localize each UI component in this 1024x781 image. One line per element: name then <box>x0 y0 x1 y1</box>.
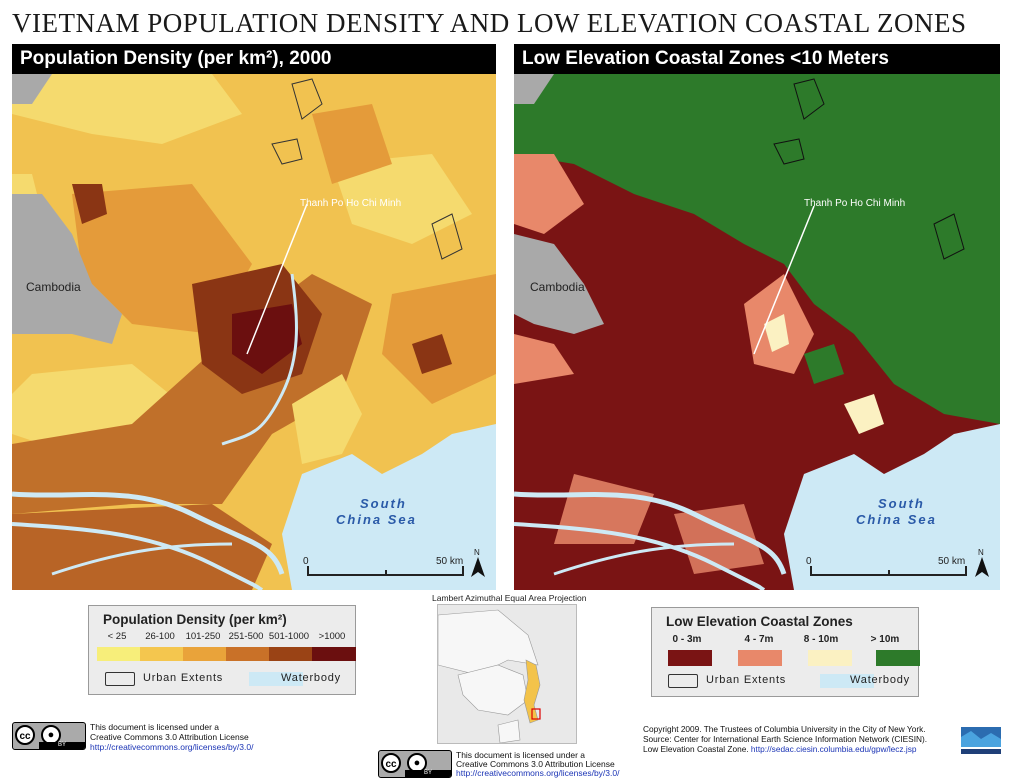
population-density-map <box>12 74 496 590</box>
legend-class-label: 0 - 3m <box>672 634 702 645</box>
locator-inset-map <box>437 604 577 744</box>
country-label-cambodia-right: Cambodia <box>530 280 585 294</box>
sea-label-left-2: China Sea <box>336 512 417 527</box>
legend-swatch-4-7m <box>738 650 782 666</box>
legend-class-label: 4 - 7m <box>744 634 774 645</box>
legend-class-label: > 10m <box>870 634 900 645</box>
creative-commons-badge-icon: cc ● BY <box>12 722 86 750</box>
legend-swatch-gt10m <box>876 650 920 666</box>
scale-end-left: 50 km <box>436 556 464 567</box>
lecz-link[interactable]: http://sedac.ciesin.columbia.edu/gpw/lec… <box>750 744 917 754</box>
scale-bar-left <box>307 566 464 576</box>
left-panel-header: Population Density (per km²), 2000 <box>12 44 496 74</box>
scale-end-right: 50 km <box>938 556 966 567</box>
projection-label: Lambert Azimuthal Equal Area Projection <box>432 593 587 603</box>
waterbody-label: Waterbody <box>850 674 910 686</box>
credit-line-3-text: Low Elevation Coastal Zone. <box>643 744 751 754</box>
sea-label-left-1: South <box>360 496 407 511</box>
urban-extents-label: Urban Extents <box>143 672 224 684</box>
legend-class-label: >1000 <box>318 631 346 642</box>
city-label-left: Thanh Po Ho Chi Minh <box>300 198 402 209</box>
urban-extents-label: Urban Extents <box>706 674 787 686</box>
urban-extents-swatch <box>668 674 698 688</box>
waterbody-label: Waterbody <box>281 672 341 684</box>
legend-class-label: 8 - 10m <box>803 634 839 645</box>
credit-line-3: Low Elevation Coastal Zone. http://sedac… <box>643 744 917 754</box>
license-text-left-1: This document is licensed under a <box>90 722 219 732</box>
lecz-legend: Low Elevation Coastal Zones 0 - 3m 4 - 7… <box>651 607 920 697</box>
right-panel-header: Low Elevation Coastal Zones <10 Meters <box>514 44 1000 74</box>
legend-swatch-8-10m <box>808 650 852 666</box>
license-link-center[interactable]: http://creativecommons.org/licenses/by/3… <box>456 768 620 778</box>
license-text-left-2: Creative Commons 3.0 Attribution License <box>90 732 249 742</box>
legend-swatch-101-250 <box>183 647 227 661</box>
creative-commons-badge-center-icon: cc ● BY <box>378 750 452 778</box>
sea-label-right-2: China Sea <box>856 512 937 527</box>
license-text-center-1: This document is licensed under a <box>456 750 585 760</box>
waterbody-swatch <box>249 672 303 686</box>
population-legend-title: Population Density (per km²) <box>103 612 287 627</box>
sea-label-right-1: South <box>878 496 925 511</box>
legend-swatch-501-1000 <box>269 647 313 661</box>
scale-zero-right: 0 <box>806 556 812 567</box>
lecz-map <box>514 74 1000 590</box>
legend-swatch-0-3m <box>668 650 712 666</box>
urban-extents-swatch <box>105 672 135 686</box>
map-title: VIETNAM POPULATION DENSITY AND LOW ELEVA… <box>12 8 967 38</box>
credit-line-2: Source: Center for International Earth S… <box>643 734 928 744</box>
legend-class-label: 101-250 <box>185 631 221 642</box>
scale-bar-right <box>810 566 967 576</box>
legend-swatch-26-100 <box>140 647 184 661</box>
scale-zero-left: 0 <box>303 556 309 567</box>
legend-class-label: 26-100 <box>145 631 175 642</box>
legend-swatch-lt25 <box>97 647 141 661</box>
license-link-left[interactable]: http://creativecommons.org/licenses/by/3… <box>90 742 254 752</box>
legend-class-label: < 25 <box>107 631 127 642</box>
legend-swatch-251-500 <box>226 647 270 661</box>
ciesin-logo-icon <box>957 725 1005 755</box>
waterbody-swatch <box>820 674 874 688</box>
credit-line-1: Copyright 2009. The Trustees of Columbia… <box>643 724 926 734</box>
country-label-cambodia-left: Cambodia <box>26 280 81 294</box>
north-arrow-right-icon: N <box>974 548 990 578</box>
city-label-right: Thanh Po Ho Chi Minh <box>804 198 906 209</box>
lecz-legend-title: Low Elevation Coastal Zones <box>666 614 853 629</box>
legend-swatch-gt1000 <box>312 647 356 661</box>
license-text-center-2: Creative Commons 3.0 Attribution License <box>456 759 615 769</box>
north-arrow-left-icon: N <box>470 548 486 578</box>
legend-class-label: 501-1000 <box>268 631 310 642</box>
population-density-legend: Population Density (per km²) < 25 26-100… <box>88 605 356 695</box>
legend-class-label: 251-500 <box>228 631 264 642</box>
